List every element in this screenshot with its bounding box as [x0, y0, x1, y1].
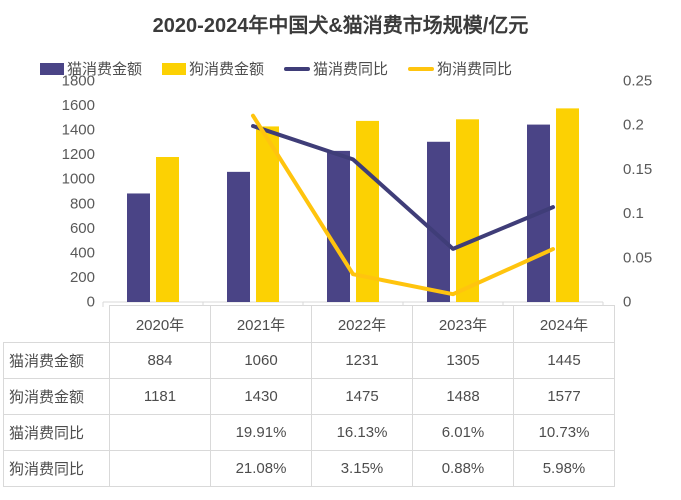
table-cell: 1445 [513, 342, 615, 379]
table-row: 猫消费同比 19.91% 16.13% 6.01% 10.73% [3, 414, 615, 451]
left-axis-tick-label: 1800 [62, 73, 95, 90]
legend-label: 猫消费同比 [313, 61, 389, 78]
left-axis-tick-label: 800 [70, 195, 95, 212]
left-axis-tick-label: 1000 [62, 171, 95, 188]
legend-item: 猫消费金额 [40, 58, 142, 79]
table-cell: 1430 [210, 378, 312, 415]
right-axis-tick-label: 0 [623, 294, 631, 311]
table-row-label: 狗消费金额 [3, 378, 110, 415]
table-row-label: 狗消费同比 [3, 450, 110, 487]
left-axis-tick-label: 1600 [62, 97, 95, 114]
right-axis-tick-label: 0.15 [623, 161, 652, 178]
table-cell: 19.91% [210, 414, 312, 451]
left-axis-tick-label: 200 [70, 269, 95, 286]
bar-猫消费金额 [327, 150, 350, 302]
table-cell: 16.13% [311, 414, 413, 451]
bar-猫消费金额 [427, 141, 450, 302]
left-axis-tick-label: 1200 [62, 146, 95, 163]
left-axis-tick-label: 600 [70, 220, 95, 237]
table-row: 狗消费同比 21.08% 3.15% 0.88% 5.98% [3, 450, 615, 487]
combo-chart: 0 200 400 600 800 1000 1200 1400 1600 1800 0 0.05 0.… [62, 73, 653, 311]
table-row: 狗消费金额 1181 1430 1475 1488 1577 [3, 378, 615, 415]
table-corner-cell [4, 306, 110, 343]
table-row-label: 猫消费金额 [3, 342, 110, 379]
legend-item: 狗消费金额 [162, 58, 264, 79]
table-cell: 0.88% [412, 450, 514, 487]
table-cell: 3.15% [311, 450, 413, 487]
bar-猫消费金额 [227, 171, 250, 302]
legend-bar-swatch-icon [162, 62, 187, 75]
table-header-row: 2020年 2021年 2022年 2023年 2024年 [4, 305, 615, 343]
data-table: 2020年 2021年 2022年 2023年 2024年 猫消费金额 884 1060 123… [3, 305, 615, 487]
table-cell [109, 450, 211, 487]
bar-猫消费金额 [127, 193, 150, 302]
bar-狗消费金额 [256, 126, 279, 302]
legend-label: 狗消费金额 [189, 61, 265, 78]
bar-狗消费金额 [156, 156, 179, 302]
table-cell: 1231 [311, 342, 413, 379]
table-cell: 1475 [311, 378, 413, 415]
bar-狗消费金额 [556, 108, 579, 302]
table-cell: 1488 [412, 378, 514, 415]
table-row: 猫消费金额 884 1060 1231 1305 1445 [3, 342, 615, 379]
table-cell [109, 414, 211, 451]
line-猫消费同比 [251, 124, 555, 251]
table-cell: 1577 [513, 378, 615, 415]
table-header-cell: 2021年 [210, 305, 312, 343]
left-axis-tick-label: 1400 [62, 122, 95, 139]
right-axis-tick-label: 0.05 [623, 249, 652, 266]
right-axis-tick-label: 0.2 [623, 117, 644, 134]
legend-line-swatch-icon [408, 66, 435, 71]
table-header-cell: 2020年 [109, 305, 211, 343]
line-狗消费同比 [251, 113, 555, 297]
table-cell: 6.01% [412, 414, 514, 451]
left-axis-tick-label: 400 [70, 244, 95, 261]
table-cell: 10.73% [513, 414, 615, 451]
legend-item: 狗消费同比 [408, 58, 512, 79]
table-row-label: 猫消费同比 [3, 414, 110, 451]
table-cell: 1060 [210, 342, 312, 379]
table-header-cell: 2023年 [412, 305, 514, 343]
chart-title: 2020-2024年中国犬&猫消费市场规模/亿元 [152, 15, 529, 37]
table-cell: 21.08% [210, 450, 312, 487]
left-axis-tick-label: 0 [87, 294, 95, 311]
table-header-cell: 2024年 [513, 305, 615, 343]
legend-item: 猫消费同比 [284, 58, 388, 79]
table-cell: 1181 [109, 378, 211, 415]
table-header-cell: 2022年 [311, 305, 413, 343]
table-cell: 1305 [412, 342, 514, 379]
chart-legend: 猫消费金额 狗消费金额 猫消费同比 狗消费同比 [40, 58, 512, 79]
bar-狗消费金额 [456, 119, 479, 302]
legend-bar-swatch-icon [40, 62, 64, 75]
table-cell: 884 [109, 342, 211, 379]
legend-label: 猫消费金额 [67, 61, 143, 78]
right-axis-tick-label: 0.1 [623, 205, 644, 222]
right-axis-tick-label: 0.25 [623, 73, 652, 90]
legend-label: 狗消费同比 [437, 61, 513, 78]
legend-line-swatch-icon [284, 66, 311, 71]
table-cell: 5.98% [513, 450, 615, 487]
